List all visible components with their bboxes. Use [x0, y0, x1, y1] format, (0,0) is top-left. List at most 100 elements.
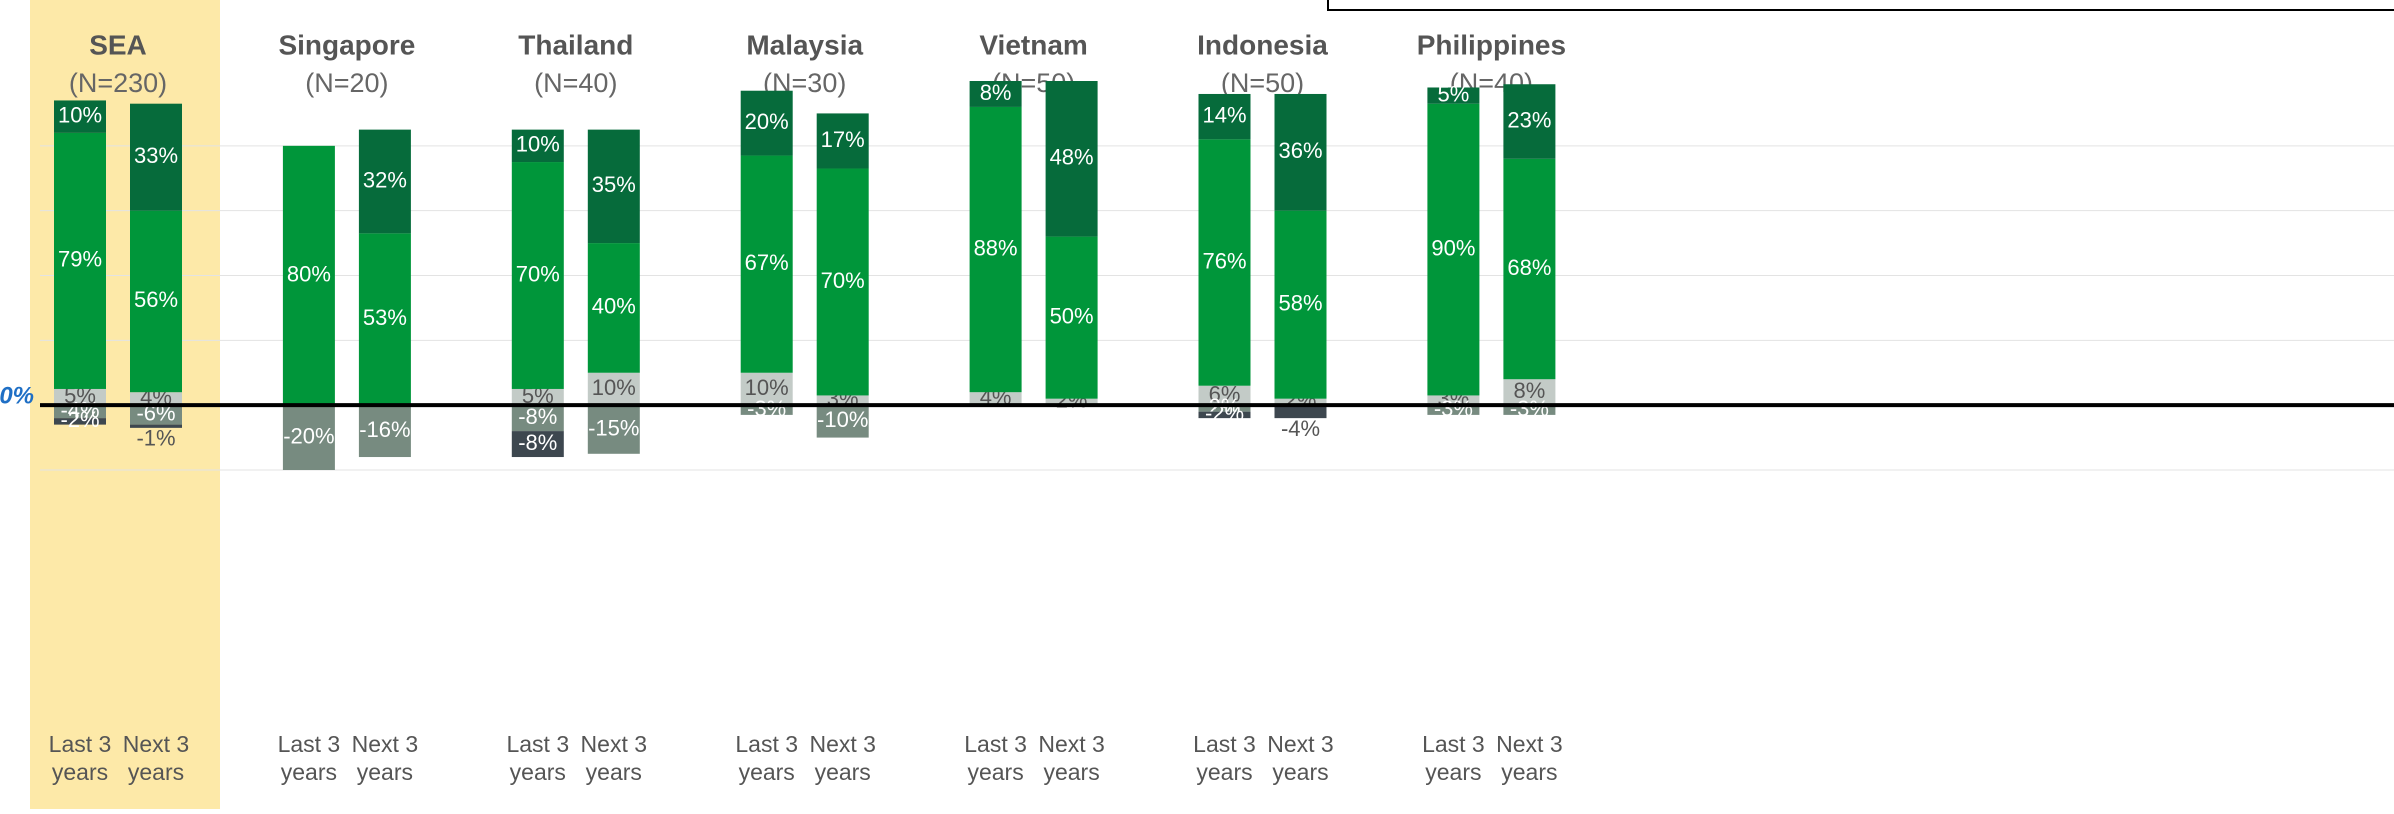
bar-segment: [1045, 398, 1098, 406]
group-n: (N=50): [1221, 68, 1304, 98]
bar-segment: [511, 405, 564, 432]
x-tick-label: Next 3 years: [581, 731, 647, 785]
bar-segment: [1274, 405, 1327, 419]
value-label: 56%: [134, 287, 178, 312]
bar-segment: [130, 392, 182, 406]
value-label: -8%: [518, 430, 557, 455]
bar-segment: [282, 145, 335, 406]
value-label: -10%: [817, 407, 868, 432]
bar-segment: [1274, 93, 1327, 211]
group-title: Thailand: [518, 29, 633, 60]
bar-segment: [587, 372, 640, 406]
x-tick-label: Last 3 years: [1422, 731, 1485, 785]
bar-segment: [1045, 81, 1098, 237]
bar-segment: [282, 405, 335, 470]
bar-segment: [1427, 103, 1480, 396]
x-tick-label: Next 3 years: [123, 731, 189, 785]
value-label: -3%: [1510, 396, 1549, 421]
group-title: Vietnam: [979, 29, 1087, 60]
value-label: 8%: [1514, 378, 1546, 403]
value-label: 40%: [592, 294, 636, 319]
value-label: 10%: [592, 375, 636, 400]
value-label: -3%: [1434, 396, 1473, 421]
bar-segment: [969, 81, 1022, 107]
bar-segment: [511, 431, 564, 458]
x-tick-label: Last 3 years: [1193, 731, 1256, 785]
bar-segment: [740, 372, 793, 406]
bar-segment: [130, 405, 182, 425]
bar-segment: [1427, 405, 1480, 415]
bar-segment: [816, 405, 869, 438]
value-label: -20%: [283, 423, 334, 448]
value-label: -4%: [1281, 416, 1320, 441]
value-label: 53%: [363, 305, 407, 330]
value-label: 76%: [1202, 248, 1246, 273]
value-label: 90%: [1431, 235, 1475, 260]
group-title: Philippines: [1417, 29, 1566, 60]
value-label: -8%: [518, 404, 557, 429]
group-title: SEA: [89, 29, 147, 60]
value-label: -15%: [588, 415, 639, 440]
x-tick-label: Last 3 years: [964, 731, 1027, 785]
bar-segment: [1198, 385, 1251, 406]
value-label: 20%: [745, 109, 789, 134]
bar-segment: [740, 405, 793, 415]
bar-segment: [816, 168, 869, 396]
bar-segment: [1045, 236, 1098, 399]
bar-segment: [1503, 379, 1556, 406]
bar-segment: [511, 388, 564, 406]
x-tick-label: Next 3 years: [809, 731, 875, 785]
x-tick-label: Last 3 years: [735, 731, 798, 785]
value-label: 88%: [974, 235, 1018, 260]
bar-segment: [1274, 398, 1327, 406]
value-label: 79%: [58, 247, 102, 272]
bar-segment: [587, 129, 640, 244]
bar-segment: [1503, 405, 1556, 415]
bar-segment: [1503, 84, 1556, 159]
x-tick-label: Last 3 years: [506, 731, 569, 785]
bar-segment: [1427, 395, 1480, 406]
bar-segment: [54, 132, 106, 389]
value-label: 32%: [363, 167, 407, 192]
group-title: Indonesia: [1197, 29, 1328, 60]
value-label: 14%: [1202, 102, 1246, 127]
value-label: 70%: [821, 268, 865, 293]
bar-segment: [511, 129, 564, 163]
value-label: 10%: [516, 132, 560, 157]
value-label: 70%: [516, 261, 560, 286]
x-tick-label: Last 3 years: [278, 731, 341, 785]
value-label: 8%: [980, 80, 1012, 105]
bar-segment: [358, 405, 411, 458]
x-tick-label: Next 3 years: [1496, 731, 1562, 785]
bar-segment: [54, 100, 106, 133]
group-n: (N=20): [305, 68, 388, 98]
value-label: 58%: [1278, 290, 1322, 315]
group-n: (N=40): [534, 68, 617, 98]
value-label: -3%: [747, 396, 786, 421]
bar-segment: [130, 210, 182, 393]
value-label: 17%: [821, 127, 865, 152]
value-label: 67%: [745, 250, 789, 275]
legend-frame: [1327, 0, 2394, 11]
value-label: -1%: [136, 426, 175, 451]
group-n: (N=230): [69, 68, 167, 98]
bar-segment: [1198, 405, 1251, 412]
value-label: 80%: [287, 261, 331, 286]
bar-segment: [130, 103, 182, 211]
bar-segment: [358, 233, 411, 406]
bar-segment: [1198, 139, 1251, 386]
bar-segment: [54, 388, 106, 406]
value-label: 35%: [592, 172, 636, 197]
bar-segment: [816, 395, 869, 406]
x-tick-label: Last 3 years: [49, 731, 112, 785]
value-label: 36%: [1278, 138, 1322, 163]
bar-segment: [54, 405, 106, 419]
bar-segment: [358, 129, 411, 234]
value-label: 48%: [1050, 145, 1094, 170]
value-label: 10%: [58, 102, 102, 127]
bar-segment: [587, 243, 640, 373]
x-tick-label: Next 3 years: [1038, 731, 1104, 785]
bar-segment: [130, 424, 182, 428]
bar-segment: [969, 392, 1022, 406]
